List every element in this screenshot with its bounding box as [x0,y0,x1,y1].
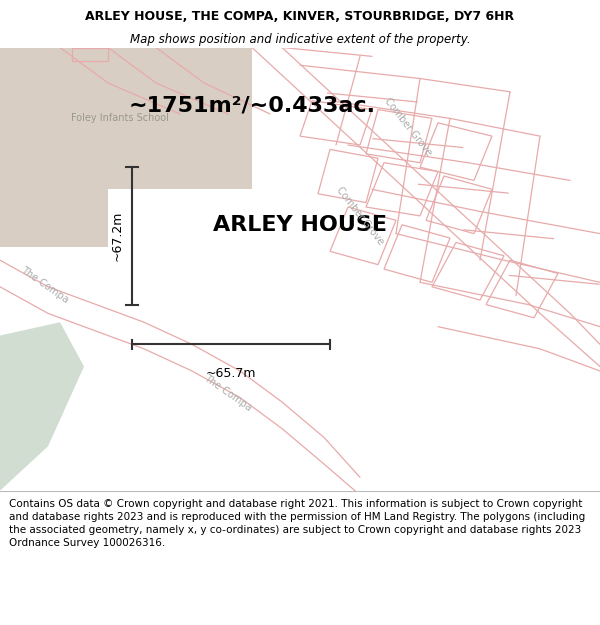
Text: Map shows position and indicative extent of the property.: Map shows position and indicative extent… [130,33,470,46]
Text: ARLEY HOUSE: ARLEY HOUSE [213,215,387,235]
Text: ~67.2m: ~67.2m [110,211,124,261]
Text: The Compa: The Compa [202,373,254,413]
Text: Contains OS data © Crown copyright and database right 2021. This information is : Contains OS data © Crown copyright and d… [9,499,585,548]
Text: The Compa: The Compa [19,264,71,304]
Text: ARLEY HOUSE, THE COMPA, KINVER, STOURBRIDGE, DY7 6HR: ARLEY HOUSE, THE COMPA, KINVER, STOURBRI… [85,11,515,24]
Text: Foley Infants School: Foley Infants School [71,113,169,123]
Text: ~65.7m: ~65.7m [206,366,256,379]
Text: Comber Grove: Comber Grove [334,185,386,247]
Text: ~1751m²/~0.433ac.: ~1751m²/~0.433ac. [128,95,376,115]
Text: Comber Grove: Comber Grove [382,96,434,158]
Polygon shape [0,322,84,491]
Polygon shape [0,48,252,247]
